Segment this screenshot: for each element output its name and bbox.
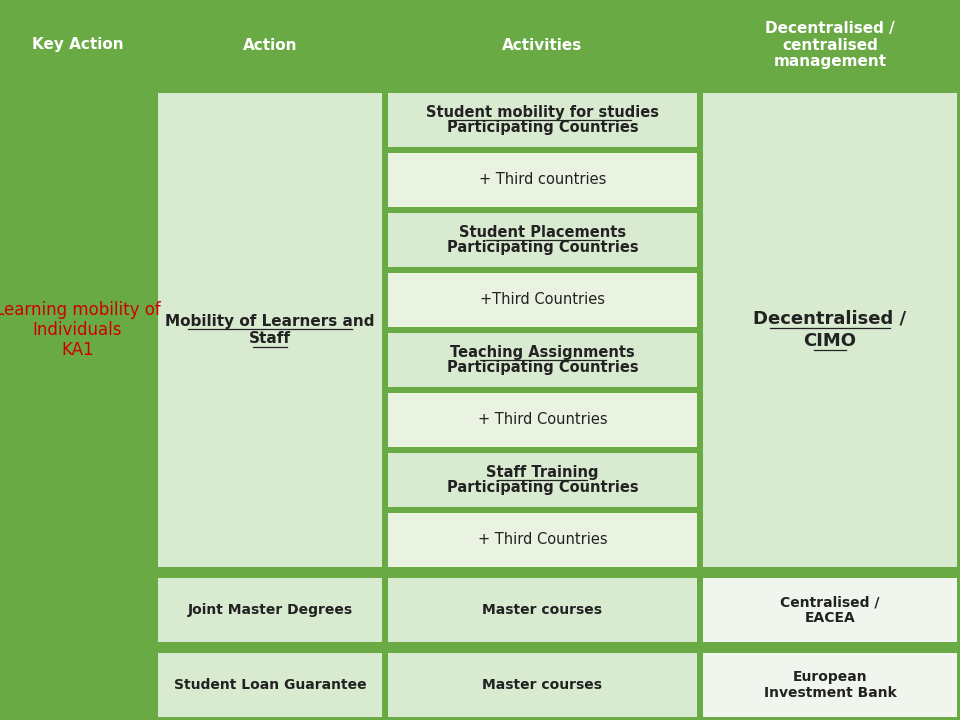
Text: Participating Countries: Participating Countries — [446, 120, 638, 135]
Text: Learning mobility of: Learning mobility of — [0, 301, 160, 318]
Text: Activities: Activities — [502, 37, 583, 53]
Bar — [388, 453, 697, 507]
Text: Joint Master Degrees: Joint Master Degrees — [187, 603, 352, 617]
Bar — [158, 3, 382, 87]
Bar — [158, 93, 382, 567]
Text: + Third Countries: + Third Countries — [478, 533, 608, 547]
Bar — [703, 578, 957, 642]
Bar — [388, 653, 697, 717]
Text: Participating Countries: Participating Countries — [446, 360, 638, 375]
Text: Teaching Assignments: Teaching Assignments — [450, 345, 635, 360]
Text: centralised: centralised — [782, 37, 878, 53]
Bar — [703, 93, 957, 567]
Bar — [3, 578, 152, 642]
Text: + Third Countries: + Third Countries — [478, 413, 608, 428]
Text: +Third Countries: +Third Countries — [480, 292, 605, 307]
Text: Decentralised /: Decentralised / — [754, 310, 906, 328]
Text: + Third countries: + Third countries — [479, 173, 606, 187]
Text: Action: Action — [243, 37, 298, 53]
Text: Staff: Staff — [249, 331, 291, 346]
Bar — [388, 93, 697, 147]
Bar — [388, 153, 697, 207]
Text: Participating Countries: Participating Countries — [446, 240, 638, 256]
Text: Student Loan Guarantee: Student Loan Guarantee — [174, 678, 367, 692]
Bar — [388, 213, 697, 267]
Text: European: European — [793, 670, 867, 684]
Bar — [388, 3, 697, 87]
Text: EACEA: EACEA — [804, 611, 855, 625]
Text: Master courses: Master courses — [483, 603, 603, 617]
Bar — [703, 3, 957, 87]
Text: Mobility of Learners and: Mobility of Learners and — [165, 314, 374, 329]
Bar — [158, 578, 382, 642]
Text: Student mobility for studies: Student mobility for studies — [426, 104, 659, 120]
Bar — [388, 578, 697, 642]
Text: KA1: KA1 — [61, 341, 94, 359]
Text: Master courses: Master courses — [483, 678, 603, 692]
Text: Investment Bank: Investment Bank — [763, 685, 897, 700]
Text: Centralised /: Centralised / — [780, 595, 879, 609]
Bar — [388, 513, 697, 567]
Text: Decentralised /: Decentralised / — [765, 21, 895, 36]
Bar — [158, 653, 382, 717]
Bar — [703, 653, 957, 717]
Bar — [3, 93, 152, 567]
Text: CIMO: CIMO — [804, 332, 856, 350]
Text: Key Action: Key Action — [32, 37, 123, 53]
Text: Individuals: Individuals — [33, 321, 122, 339]
Bar — [388, 393, 697, 447]
Bar — [3, 653, 152, 717]
Bar — [388, 273, 697, 327]
Text: Student Placements: Student Placements — [459, 225, 626, 240]
Bar — [3, 3, 152, 87]
Text: Participating Countries: Participating Countries — [446, 480, 638, 495]
Text: management: management — [774, 54, 887, 69]
Text: Staff Training: Staff Training — [487, 464, 599, 480]
Bar — [388, 333, 697, 387]
